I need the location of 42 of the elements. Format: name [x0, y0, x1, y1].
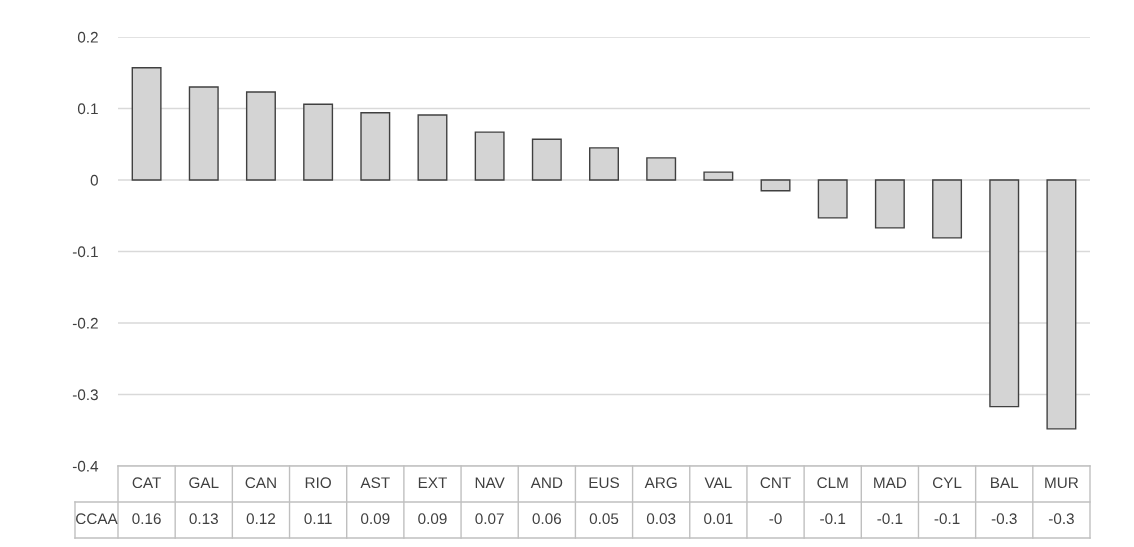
- x-tick-label: MAD: [874, 477, 907, 488]
- x-tick-label: EUS: [589, 477, 619, 489]
- y-tick-label: -0.1: [72, 246, 98, 258]
- data-label: 0.09: [418, 513, 447, 525]
- x-tick-label: AND: [530, 477, 563, 488]
- data-label: 0.03: [646, 513, 676, 525]
- data-label: -0.3: [991, 513, 1017, 525]
- y-tick-label: 0: [90, 174, 98, 186]
- data-label: 0.01: [704, 513, 733, 525]
- data-label: -0.1: [877, 513, 903, 525]
- x-tick-label: GAL: [189, 477, 219, 489]
- data-label: -0.3: [1048, 513, 1074, 525]
- y-tick-label: 0.1: [77, 103, 98, 115]
- y-tick-label: -0.2: [72, 317, 98, 329]
- data-label: 0.13: [189, 513, 218, 525]
- data-label: -0.1: [820, 513, 846, 525]
- y-tick-label: -0.4: [72, 460, 99, 472]
- data-label: -0.1: [934, 513, 960, 525]
- x-tick-label: CNT: [760, 477, 791, 489]
- x-tick-label: CAT: [132, 477, 161, 489]
- x-tick-label: BAL: [991, 477, 1019, 488]
- y-tick-label: 0.2: [77, 31, 98, 43]
- x-tick-label: CYL: [932, 477, 962, 489]
- x-tick-label: AST: [360, 477, 390, 489]
- x-tick-label: CLM: [817, 477, 848, 489]
- x-tick-label: ARG: [644, 477, 677, 489]
- data-label: -0: [769, 513, 782, 525]
- x-tick-label: CAN: [245, 477, 276, 489]
- data-label: 0.07: [475, 513, 504, 525]
- x-tick-label: NAV: [475, 477, 505, 488]
- data-label: 0.05: [589, 513, 619, 525]
- x-tick-label: VAL: [704, 477, 732, 488]
- data-label: 0.06: [532, 513, 562, 525]
- data-label: 0.09: [361, 513, 390, 525]
- data-label: 0.11: [304, 513, 332, 525]
- x-tick-label: MUR: [1045, 477, 1079, 489]
- data-label: 0.12: [246, 513, 276, 525]
- x-tick-label: RIO: [305, 477, 331, 489]
- data-label: 0.16: [132, 513, 161, 525]
- text: CCAA: [76, 513, 118, 525]
- y-tick-label: -0.3: [72, 389, 98, 401]
- x-tick-label: EXT: [418, 477, 447, 488]
